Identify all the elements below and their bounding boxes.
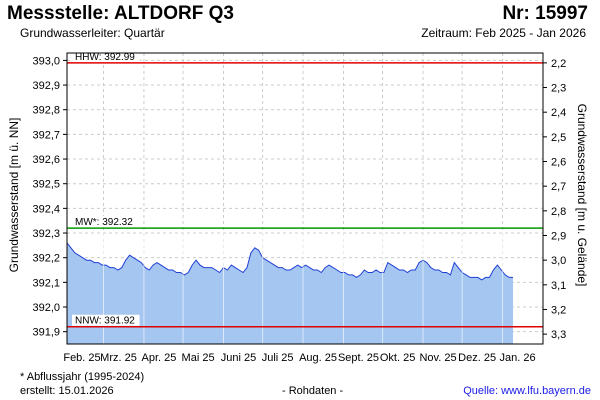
y-tick-label: 392,9	[32, 80, 60, 92]
x-tick-label: Mai 25	[182, 352, 215, 364]
reference-label-bg	[72, 216, 140, 228]
station-number: Nr: 15997	[502, 3, 588, 24]
y-tick-label: 392,6	[32, 154, 60, 166]
x-tick-label: Dez. 25	[458, 352, 496, 364]
page-title: Messstelle: ALTDORF Q3	[7, 3, 234, 24]
reference-label: NNW: 391.92	[75, 316, 135, 327]
x-tick-label: Juli 25	[262, 352, 294, 364]
y2-tick-label: 2,6	[551, 157, 566, 169]
y2-tick-label: 3,2	[551, 304, 566, 316]
x-tick-label: Okt. 25	[380, 352, 415, 364]
y2-tick-label: 2,9	[551, 230, 566, 242]
reference-label-bg	[72, 314, 140, 326]
y2-tick-label: 3,3	[551, 329, 566, 341]
y-tick-label: 392,0	[32, 302, 60, 314]
plot-frame	[66, 52, 544, 345]
x-tick-label: Apr. 25	[142, 352, 177, 364]
reference-label: HHW: 392.99	[75, 52, 135, 63]
y-tick-label: 392,3	[32, 228, 60, 240]
y2-tick-label: 3,1	[551, 280, 566, 292]
x-tick-label: Feb. 25	[63, 352, 100, 364]
y2-tick-label: 2,8	[551, 206, 566, 218]
y-tick-label: 392,4	[32, 203, 60, 215]
reference-label: MW*: 392.32	[75, 217, 133, 228]
source-link[interactable]: Quelle: www.lfu.bayern.de	[463, 385, 591, 397]
series-line	[66, 242, 513, 281]
y2-tick-label: 3,0	[551, 255, 566, 267]
x-tick-label: Juni 25	[221, 352, 256, 364]
y2-tick-label: 2,3	[551, 83, 566, 95]
y-tick-label: 392,2	[32, 253, 60, 265]
footnote: * Abflussjahr (1995-2024)	[20, 371, 145, 383]
created-date: erstellt: 15.01.2026	[20, 385, 114, 397]
aquifer-subtitle: Grundwasserleiter: Quartär	[20, 26, 165, 40]
x-tick-label: Aug. 25	[299, 352, 337, 364]
x-tick-label: Mrz. 25	[100, 352, 137, 364]
y2-tick-label: 2,2	[551, 58, 566, 70]
raw-data-label: - Rohdaten -	[282, 385, 344, 397]
y-tick-label: 392,1	[32, 277, 60, 289]
series-area	[67, 242, 513, 344]
y-tick-label: 392,8	[32, 105, 60, 117]
y2-tick-label: 2,5	[551, 132, 566, 144]
y-tick-label: 391,9	[32, 327, 60, 339]
period-label: Zeitraum: Feb 2025 - Jan 2026	[421, 26, 586, 40]
y2-tick-label: 2,4	[551, 107, 566, 119]
reference-label-bg	[72, 50, 140, 62]
x-tick-label: Nov. 25	[419, 352, 456, 364]
y-tick-label: 392,7	[32, 129, 60, 141]
y-tick-label: 392,5	[32, 179, 60, 191]
x-tick-label: Jan. 26	[500, 352, 536, 364]
y2-tick-label: 2,7	[551, 181, 566, 193]
x-tick-label: Sept. 25	[338, 352, 379, 364]
y-tick-label: 393,0	[32, 55, 60, 67]
